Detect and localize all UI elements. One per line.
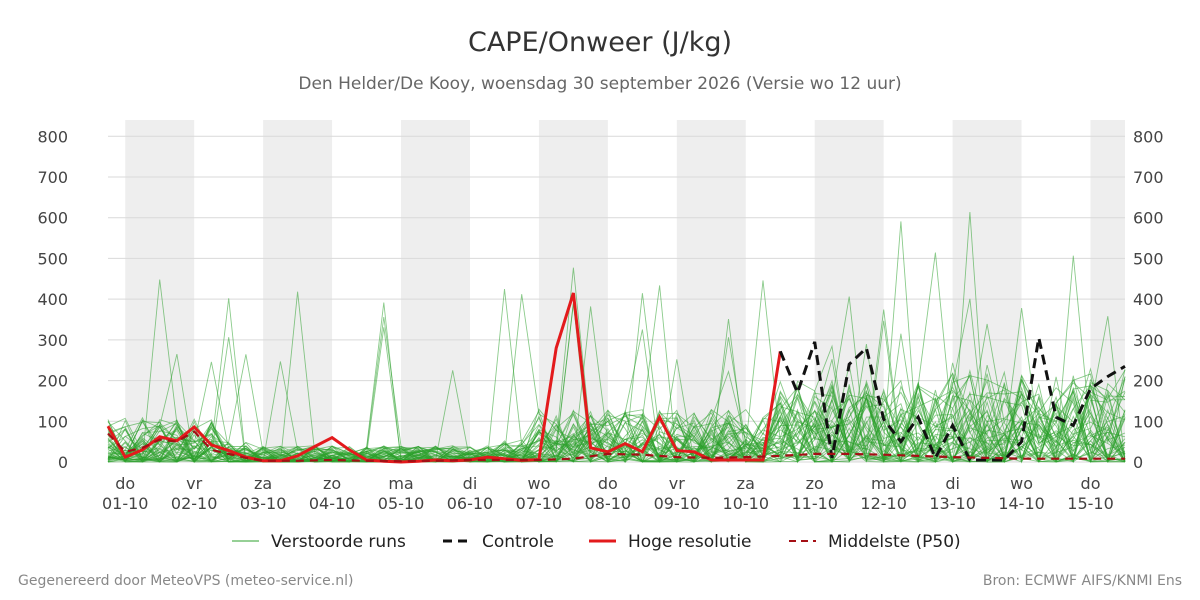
x-tick-day-10: zo: [806, 474, 824, 493]
x-tick-date-7: 08-10: [585, 494, 632, 513]
y-tick-left-200: 200: [37, 372, 68, 391]
x-tick-date-8: 09-10: [654, 494, 701, 513]
legend-label-ensemble: Verstoorde runs: [271, 532, 406, 552]
x-tick-day-11: ma: [871, 474, 896, 493]
x-tick-date-2: 03-10: [240, 494, 287, 513]
y-tick-right-100: 100: [1133, 412, 1164, 431]
x-tick-day-12: di: [945, 474, 960, 493]
chart-subtitle: Den Helder/De Kooy, woensdag 30 septembe…: [298, 74, 901, 94]
x-tick-date-14: 15-10: [1067, 494, 1114, 513]
x-tick-day-9: za: [737, 474, 755, 493]
shade-band-2: [401, 120, 470, 462]
series-median-line: [107, 430, 1125, 463]
shade-band-1: [263, 120, 333, 462]
x-tick-date-12: 13-10: [929, 494, 976, 513]
y-tick-right-800: 800: [1133, 127, 1164, 146]
x-tick-day-14: do: [1081, 474, 1101, 493]
ensemble-run-45: [107, 382, 1126, 463]
legend-label-control: Controle: [482, 532, 554, 552]
footer-right: Bron: ECMWF AIFS/KNMI Ens: [983, 573, 1182, 589]
x-tick-date-10: 11-10: [791, 494, 838, 513]
y-tick-right-200: 200: [1133, 372, 1164, 391]
y-tick-right-400: 400: [1133, 290, 1164, 309]
shade-band-0: [125, 120, 195, 462]
y-tick-left-800: 800: [37, 127, 68, 146]
x-tick-day-1: vr: [186, 474, 202, 493]
y-axis-right: 0 100 200 300 400 500 600 700 800: [1133, 127, 1164, 472]
y-tick-left-700: 700: [37, 168, 68, 187]
legend: Verstoorde runs Controle Hoge resolutie Mid…: [232, 532, 961, 552]
x-axis: do01-10vr02-10za03-10zo04-10ma05-10di06-…: [102, 474, 1114, 513]
y-tick-right-500: 500: [1133, 249, 1164, 268]
ensemble-run-47: [107, 298, 1126, 463]
x-tick-date-6: 07-10: [516, 494, 563, 513]
x-tick-date-0: 01-10: [102, 494, 149, 513]
y-tick-right-300: 300: [1133, 331, 1164, 350]
series-hires-line: [106, 292, 782, 464]
x-tick-day-8: vr: [669, 474, 685, 493]
x-tick-day-13: wo: [1010, 474, 1033, 493]
x-tick-day-6: wo: [527, 474, 550, 493]
x-tick-date-4: 05-10: [378, 494, 425, 513]
x-tick-day-0: do: [115, 474, 135, 493]
ensemble-run-26: [107, 373, 1126, 463]
x-tick-date-9: 10-10: [723, 494, 770, 513]
y-tick-left-500: 500: [37, 249, 68, 268]
x-tick-day-4: ma: [388, 474, 413, 493]
x-tick-date-5: 06-10: [447, 494, 494, 513]
footer-left: Gegenereerd door MeteoVPS (meteo-service…: [18, 573, 353, 589]
y-tick-left-300: 300: [37, 331, 68, 350]
ensemble-run-42: [107, 378, 1126, 464]
y-tick-left-100: 100: [37, 412, 68, 431]
y-tick-left-600: 600: [37, 209, 68, 228]
x-tick-date-13: 14-10: [998, 494, 1045, 513]
x-tick-day-3: zo: [323, 474, 341, 493]
x-tick-day-2: za: [254, 474, 272, 493]
y-tick-right-700: 700: [1133, 168, 1164, 187]
x-tick-date-3: 04-10: [309, 494, 356, 513]
ensemble-run-24: [107, 394, 1126, 463]
y-tick-right-0: 0: [1133, 453, 1143, 472]
legend-label-hires: Hoge resolutie: [628, 532, 752, 552]
y-tick-left-400: 400: [37, 290, 68, 309]
series-control-line: [778, 337, 1126, 462]
legend-label-median: Middelste (P50): [828, 532, 961, 552]
x-tick-day-7: do: [598, 474, 618, 493]
y-tick-right-600: 600: [1133, 209, 1164, 228]
y-axis-left: 0 100 200 300 400 500 600 700 800: [37, 127, 68, 472]
ensemble-run-40: [107, 344, 1126, 463]
x-tick-date-11: 12-10: [860, 494, 907, 513]
y-tick-left-0: 0: [58, 453, 68, 472]
x-tick-day-5: di: [463, 474, 478, 493]
x-tick-date-1: 02-10: [171, 494, 218, 513]
main-series: [106, 292, 1126, 464]
chart-title: CAPE/Onweer (J/kg): [468, 27, 732, 58]
